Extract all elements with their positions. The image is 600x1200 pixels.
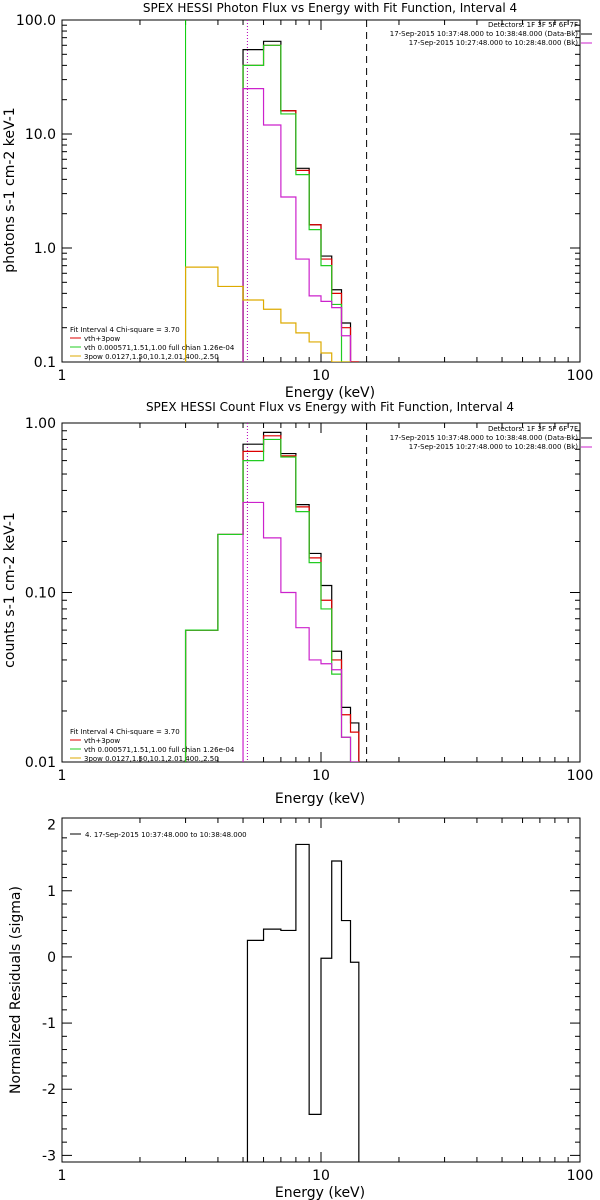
count-flux-panel: SPEX HESSI Count Flux vs Energy with Fit… bbox=[2, 400, 593, 807]
count-bk-interval-text: 17-Sep-2015 10:27:48.000 to 10:28:48.000… bbox=[409, 443, 579, 451]
photon-flux-series-3pow bbox=[184, 266, 351, 362]
residuals-series-4-17-sep-2015-10-37-48-000-to-10-38-48-000 bbox=[246, 843, 360, 1162]
count-flux-series-vth bbox=[184, 438, 359, 762]
count-flux-title: SPEX HESSI Count Flux vs Energy with Fit… bbox=[146, 400, 514, 414]
photon-detectors-text: Detectors: 1F 3F 5F 6F 7F bbox=[488, 21, 578, 29]
photon-flux-ytick-label: 0.1 bbox=[34, 355, 56, 371]
count-flux-ytick-label: 0.10 bbox=[25, 586, 56, 602]
count-flux-ylabel: counts s-1 cm-2 keV-1 bbox=[2, 512, 18, 668]
photon-legend-vth3pow: vth+3pow bbox=[84, 335, 120, 343]
photon-flux-series-vth bbox=[242, 44, 351, 362]
count-flux-xtick-label: 10 bbox=[312, 768, 330, 784]
count-detectors-text: Detectors: 1F 3F 5F 6F 7F bbox=[488, 425, 578, 433]
count-legend-vth: vth 0.000571,1.51,1.00 full chian 1.26e-… bbox=[84, 746, 235, 754]
residuals-ytick-label: -2 bbox=[42, 1082, 56, 1098]
photon-flux-ytick-label: 10.0 bbox=[25, 127, 56, 143]
count-legend-vth3pow: vth+3pow bbox=[84, 737, 120, 745]
count-legend-fit: Fit Interval 4 Chi-square = 3.70 bbox=[70, 728, 180, 736]
count-flux-xtick-label: 100 bbox=[567, 768, 594, 784]
count-legend-3pow: 3pow 0.0127,1.50,10.1,2.01,400.,2.50 bbox=[84, 755, 219, 763]
residuals-xtick-label: 10 bbox=[312, 1168, 330, 1184]
photon-data-interval-text: 17-Sep-2015 10:37:48.000 to 10:38:48.000… bbox=[390, 30, 579, 38]
photon-flux-series-bk bbox=[242, 88, 352, 362]
residuals-ytick-label: 0 bbox=[47, 950, 56, 966]
residuals-legend-entry: 4. 17-Sep-2015 10:37:48.000 to 10:38:48.… bbox=[85, 831, 247, 839]
residuals-ylabel: Normalized Residuals (sigma) bbox=[8, 886, 24, 1094]
residuals-ytick-label: 2 bbox=[47, 818, 56, 834]
count-data-interval-text: 17-Sep-2015 10:37:48.000 to 10:38:48.000… bbox=[390, 434, 579, 442]
residuals-ytick-label: 1 bbox=[47, 884, 56, 900]
photon-legend-vth: vth 0.000571,1.51,1.00 full chian 1.26e-… bbox=[84, 344, 235, 352]
photon-flux-xlabel: Energy (keV) bbox=[285, 385, 375, 401]
photon-flux-ytick-label: 100.0 bbox=[16, 13, 56, 29]
count-flux-series-data-bk bbox=[184, 431, 360, 762]
photon-flux-ytick-label: 1.0 bbox=[34, 241, 56, 257]
photon-flux-xtick-label: 10 bbox=[312, 368, 330, 384]
photon-legend-3pow: 3pow 0.0127,1.50,10.1,2.01,400.,2.50 bbox=[84, 353, 219, 361]
photon-bk-interval-text: 17-Sep-2015 10:27:48.000 to 10:28:48.000… bbox=[409, 39, 579, 47]
photon-flux-ylabel: photons s-1 cm-2 keV-1 bbox=[2, 107, 18, 272]
photon-legend-fit: Fit Interval 4 Chi-square = 3.70 bbox=[70, 326, 180, 334]
photon-flux-panel: SPEX HESSI Photon Flux vs Energy with Fi… bbox=[2, 1, 593, 401]
residuals-xtick-label: 100 bbox=[567, 1168, 594, 1184]
photon-flux-xtick-label: 1 bbox=[58, 368, 67, 384]
count-flux-xtick-label: 1 bbox=[58, 768, 67, 784]
count-flux-ytick-label: 0.01 bbox=[25, 755, 56, 771]
residuals-xtick-label: 1 bbox=[58, 1168, 67, 1184]
residuals-xlabel: Energy (keV) bbox=[275, 1185, 365, 1200]
count-flux-ytick-label: 1.00 bbox=[25, 416, 56, 432]
photon-flux-xtick-label: 100 bbox=[567, 368, 594, 384]
residuals-ytick-label: -3 bbox=[42, 1148, 56, 1164]
count-flux-xlabel: Energy (keV) bbox=[275, 791, 365, 807]
residuals-ytick-label: -1 bbox=[42, 1016, 56, 1032]
photon-flux-plot-frame bbox=[61, 19, 581, 363]
photon-flux-title: SPEX HESSI Photon Flux vs Energy with Fi… bbox=[143, 1, 517, 15]
count-flux-series-bk bbox=[242, 501, 359, 762]
residuals-panel: Energy (keV) Normalized Residuals (sigma… bbox=[8, 817, 594, 1200]
count-flux-series-vth-3pow bbox=[184, 435, 360, 762]
